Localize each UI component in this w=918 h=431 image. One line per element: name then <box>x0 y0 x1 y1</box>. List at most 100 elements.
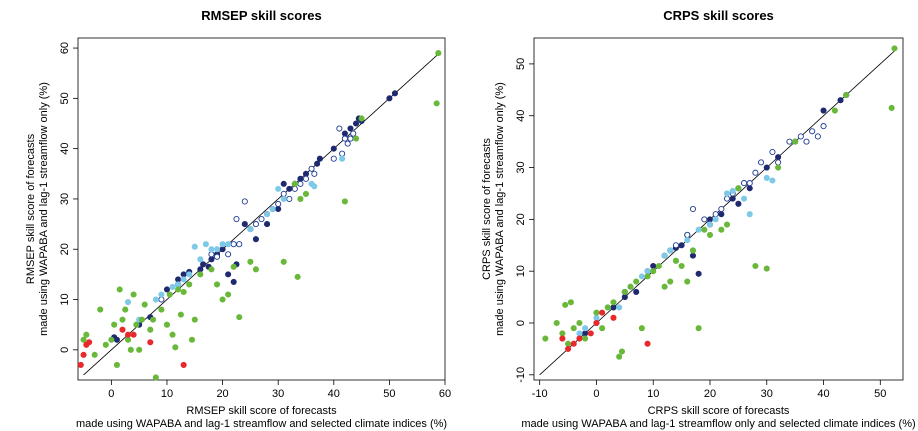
data-point-green <box>141 301 148 308</box>
data-point-open <box>701 216 708 223</box>
data-point-open <box>225 251 232 258</box>
data-point-dark-filled <box>264 221 271 228</box>
data-point-light-filled <box>152 296 159 303</box>
data-point-dark-filled <box>610 304 617 311</box>
data-point-red <box>147 339 154 346</box>
data-point-open <box>158 296 165 303</box>
data-point-open <box>311 170 318 177</box>
data-point-green <box>352 135 360 142</box>
y-tick-label: 20 <box>515 213 527 225</box>
data-point-open <box>308 165 315 172</box>
data-point-light-filled <box>746 211 753 218</box>
data-point-open <box>344 140 351 147</box>
data-point-dark-filled <box>314 160 321 167</box>
data-point-green <box>138 316 145 323</box>
data-point-red <box>644 340 651 347</box>
data-point-open <box>213 253 221 260</box>
data-point-green <box>302 190 310 197</box>
data-point-open <box>723 195 731 202</box>
data-point-red <box>610 314 617 321</box>
data-point-green <box>763 265 770 272</box>
data-point-light-filled <box>158 291 165 298</box>
x-tick-label: 30 <box>272 388 284 400</box>
data-point-green <box>127 346 134 353</box>
data-point-dark-filled <box>180 271 187 278</box>
data-point-open <box>258 216 265 223</box>
data-point-dark-filled <box>763 164 770 171</box>
data-point-dark-filled <box>775 154 782 161</box>
data-point-red <box>119 326 126 333</box>
data-point-light-filled <box>124 298 132 306</box>
data-point-open <box>809 128 816 135</box>
data-point-green <box>638 325 645 332</box>
data-point-light-filled <box>769 177 776 184</box>
data-point-open <box>672 242 679 249</box>
data-point-light-filled <box>593 314 600 321</box>
data-point-green <box>108 336 115 343</box>
data-point-light-filled <box>275 185 282 192</box>
data-point-open <box>820 123 827 130</box>
data-point-green <box>111 321 118 328</box>
x-tick-label: 10 <box>161 388 173 400</box>
data-point-dark-filled <box>275 205 282 213</box>
data-point-dark-filled <box>302 170 310 177</box>
data-point-light-filled <box>638 273 645 280</box>
data-point-green <box>792 138 799 145</box>
data-point-green <box>252 266 259 273</box>
data-point-red <box>599 309 606 316</box>
data-point-green <box>150 316 157 323</box>
data-point-light-filled <box>264 210 271 218</box>
data-point-light-filled <box>582 325 589 332</box>
data-point-green <box>633 278 640 285</box>
data-point-dark-filled <box>200 261 207 268</box>
data-point-green <box>177 311 184 318</box>
data-point-green <box>175 286 182 293</box>
data-point-dark-filled <box>718 211 725 218</box>
data-point-open <box>339 150 346 157</box>
data-point-green <box>136 346 143 353</box>
data-point-light-filled <box>729 187 736 194</box>
data-point-light-filled <box>616 304 623 311</box>
data-point-green <box>119 316 126 323</box>
data-point-green <box>618 348 626 355</box>
data-point-open <box>252 221 259 228</box>
data-point-open <box>769 148 776 156</box>
data-point-dark-filled <box>582 330 589 337</box>
data-point-green <box>610 299 617 306</box>
data-point-dark-filled <box>729 195 736 202</box>
data-point-green <box>672 257 679 264</box>
data-point-dark-filled <box>225 271 232 278</box>
data-point-green <box>542 335 549 342</box>
data-point-dark-filled <box>633 288 640 295</box>
data-point-light-filled <box>684 237 691 244</box>
x-tick-label: 30 <box>761 388 773 400</box>
data-point-open <box>797 133 804 140</box>
data-point-dark-filled <box>230 278 237 285</box>
data-point-green <box>735 185 742 192</box>
data-point-green <box>297 195 304 202</box>
data-point-light-filled <box>191 243 198 250</box>
data-point-green <box>644 273 651 280</box>
data-point-green <box>593 309 600 316</box>
x-tick-label: -10 <box>532 388 548 400</box>
data-point-dark-filled <box>706 216 714 223</box>
data-point-green <box>689 247 697 254</box>
data-point-red <box>576 335 583 342</box>
data-point-green <box>752 262 759 270</box>
data-point-dark-filled <box>175 276 182 283</box>
data-point-light-filled <box>180 276 187 283</box>
y-tick-label: 40 <box>59 143 71 155</box>
data-point-green <box>888 104 895 112</box>
chart-title: RMSEP skill scores <box>201 8 321 23</box>
data-point-green <box>83 331 90 338</box>
data-point-green <box>291 180 298 187</box>
y-tick-label: 60 <box>59 42 71 54</box>
data-point-green <box>247 258 254 265</box>
data-point-light-filled <box>186 271 193 278</box>
data-point-green <box>172 344 179 351</box>
y-axis-label: made using WAPABA and lag-1 streamflow o… <box>494 82 506 336</box>
data-point-green <box>562 301 569 308</box>
data-point-green <box>191 316 198 323</box>
data-point-open <box>233 216 240 223</box>
data-point-light-filled <box>208 246 215 253</box>
